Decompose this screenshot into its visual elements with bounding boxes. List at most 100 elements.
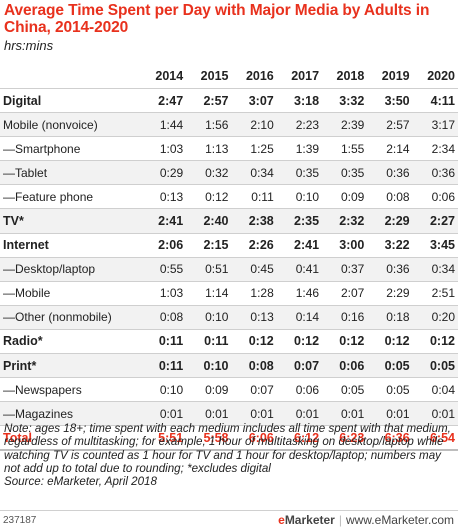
table-cell: 0:10 bbox=[186, 305, 232, 330]
table-cell: 3:45 bbox=[412, 233, 458, 258]
row-label: —Feature phone bbox=[0, 184, 141, 210]
table-cell: 3:17 bbox=[412, 112, 458, 138]
table-cell: 6:12 bbox=[276, 425, 323, 452]
brand-e: e bbox=[278, 513, 285, 527]
table-cell: 0:34 bbox=[412, 257, 458, 282]
table-row: —Magazines 0:01 0:01 0:01 0:01 0:01 0:01 0:01 bbox=[0, 401, 458, 427]
table-cell: 0:36 bbox=[412, 160, 458, 186]
table-cell: 3:32 bbox=[322, 88, 368, 114]
chart-subtitle: hrs:mins bbox=[4, 38, 54, 53]
table-cell: 2:51 bbox=[412, 281, 458, 306]
table-cell: 0:01 bbox=[186, 401, 232, 427]
chart-title: Average Time Spent per Day with Major Me… bbox=[4, 2, 430, 36]
chart-id: 237187 bbox=[3, 515, 37, 526]
brand-name: Marketer bbox=[284, 513, 335, 527]
table-cell: 1:14 bbox=[186, 281, 232, 306]
table-cell: 2:14 bbox=[367, 136, 413, 162]
table-cell: 6:23 bbox=[322, 425, 368, 452]
table-row: —Newspapers 0:10 0:09 0:07 0:06 0:05 0:05 0:04 bbox=[0, 377, 458, 403]
table-cell: 2:10 bbox=[231, 112, 277, 138]
year-header: 2019 bbox=[367, 63, 413, 89]
table-cell: 0:11 bbox=[186, 329, 232, 355]
table-cell: 3:00 bbox=[322, 233, 368, 258]
table-cell: 0:01 bbox=[140, 401, 187, 427]
table-cell: 0:13 bbox=[140, 184, 187, 210]
table-cell: 2:27 bbox=[412, 208, 458, 234]
table-cell: 0:11 bbox=[140, 353, 187, 379]
table-cell: 0:11 bbox=[140, 329, 187, 355]
row-label: Digital bbox=[0, 88, 141, 114]
table-cell: 2:41 bbox=[140, 208, 187, 234]
table-cell: 0:08 bbox=[140, 305, 187, 330]
table-cell: 0:10 bbox=[186, 353, 232, 379]
row-label: TV* bbox=[0, 208, 141, 234]
table-cell: 0:10 bbox=[276, 184, 323, 210]
footer-bar: 237187 eMarketer | www.eMarketer.com bbox=[0, 510, 458, 529]
table-cell: 0:05 bbox=[367, 377, 413, 403]
table-cell: 2:29 bbox=[367, 208, 413, 234]
table-cell: 1:03 bbox=[140, 136, 187, 162]
table-cell: 1:55 bbox=[322, 136, 368, 162]
table-cell: 0:08 bbox=[231, 353, 277, 379]
header-label-cell bbox=[0, 63, 141, 89]
table-cell: 1:46 bbox=[276, 281, 323, 306]
table-cell: 2:34 bbox=[412, 136, 458, 162]
table-cell: 0:06 bbox=[412, 184, 458, 210]
table-cell: 0:01 bbox=[322, 401, 368, 427]
footnote: Note: ages 18+; time spent with each med… bbox=[4, 422, 456, 488]
table-cell: 2:47 bbox=[140, 88, 187, 114]
table-cell: 1:28 bbox=[231, 281, 277, 306]
data-table: 2014 2015 2016 2017 2018 2019 2020 Digital 2:47… bbox=[0, 63, 458, 452]
emarketer-logo[interactable]: eMarketer | www.eMarketer.com bbox=[278, 513, 454, 527]
table-cell: 0:29 bbox=[140, 160, 187, 186]
table-cell: 2:40 bbox=[186, 208, 232, 234]
table-cell: 0:06 bbox=[322, 353, 368, 379]
year-header: 2018 bbox=[322, 63, 368, 89]
table-cell: 2:41 bbox=[276, 233, 323, 258]
year-header: 2020 bbox=[412, 63, 458, 89]
brand-site: www.eMarketer.com bbox=[345, 513, 454, 527]
year-header: 2017 bbox=[276, 63, 323, 89]
table-cell: 0:12 bbox=[186, 184, 232, 210]
table-row: Digital 2:47 2:57 3:07 3:18 3:32 3:50 4:11 bbox=[0, 88, 458, 114]
table-cell: 0:05 bbox=[367, 353, 413, 379]
table-row: TV* 2:41 2:40 2:38 2:35 2:32 2:29 2:27 bbox=[0, 208, 458, 234]
table-cell: 0:07 bbox=[276, 353, 323, 379]
table-cell: 3:50 bbox=[367, 88, 413, 114]
table-cell: 0:32 bbox=[186, 160, 232, 186]
table-cell: 1:56 bbox=[186, 112, 232, 138]
table-cell: 0:12 bbox=[322, 329, 368, 355]
table-cell: 0:51 bbox=[186, 257, 232, 282]
table-cell: 0:12 bbox=[231, 329, 277, 355]
table-cell: 0:06 bbox=[276, 377, 323, 403]
brand-separator: | bbox=[338, 513, 342, 527]
row-label: —Other (nonmobile) bbox=[0, 305, 141, 330]
table-row: Internet 2:06 2:15 2:26 2:41 3:00 3:22 3:45 bbox=[0, 233, 458, 258]
table-cell: 0:20 bbox=[412, 305, 458, 330]
row-label: —Tablet bbox=[0, 160, 141, 186]
row-label: Total bbox=[0, 425, 141, 452]
row-label: —Magazines bbox=[0, 401, 141, 427]
total-row: Total 5:51 5:58 6:06 6:12 6:23 6:36 6:54 bbox=[0, 425, 458, 452]
table-row: —Desktop/laptop 0:55 0:51 0:45 0:41 0:37 0:36 0… bbox=[0, 257, 458, 282]
table-cell: 3:22 bbox=[367, 233, 413, 258]
table-cell: 6:36 bbox=[367, 425, 413, 452]
table-cell: 1:39 bbox=[276, 136, 323, 162]
table-cell: 0:09 bbox=[322, 184, 368, 210]
table-row: —Mobile 1:03 1:14 1:28 1:46 2:07 2:29 2:51 bbox=[0, 281, 458, 306]
table-cell: 0:45 bbox=[231, 257, 277, 282]
table-cell: 2:35 bbox=[276, 208, 323, 234]
table-row: Radio* 0:11 0:11 0:12 0:12 0:12 0:12 0:12 bbox=[0, 329, 458, 355]
row-label: —Mobile bbox=[0, 281, 141, 306]
header-row: 2014 2015 2016 2017 2018 2019 2020 bbox=[0, 63, 458, 89]
table-row: —Smartphone 1:03 1:13 1:25 1:39 1:55 2:14 2:34 bbox=[0, 136, 458, 162]
table-cell: 2:26 bbox=[231, 233, 277, 258]
table-cell: 0:12 bbox=[367, 329, 413, 355]
table-cell: 6:06 bbox=[231, 425, 277, 452]
table-cell: 0:34 bbox=[231, 160, 277, 186]
table-cell: 0:41 bbox=[276, 257, 323, 282]
table-cell: 0:36 bbox=[367, 160, 413, 186]
table-row: Mobile (nonvoice) 1:44 1:56 2:10 2:23 2:39 2:5… bbox=[0, 112, 458, 138]
table-cell: 3:07 bbox=[231, 88, 277, 114]
table-cell: 0:12 bbox=[276, 329, 323, 355]
